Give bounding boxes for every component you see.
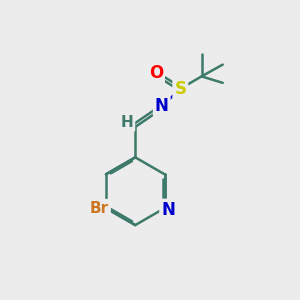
Text: O: O bbox=[149, 64, 163, 82]
Text: N: N bbox=[161, 201, 175, 219]
Text: S: S bbox=[174, 80, 186, 98]
Text: N: N bbox=[155, 98, 169, 116]
Text: H: H bbox=[121, 115, 134, 130]
Text: Br: Br bbox=[90, 201, 109, 216]
